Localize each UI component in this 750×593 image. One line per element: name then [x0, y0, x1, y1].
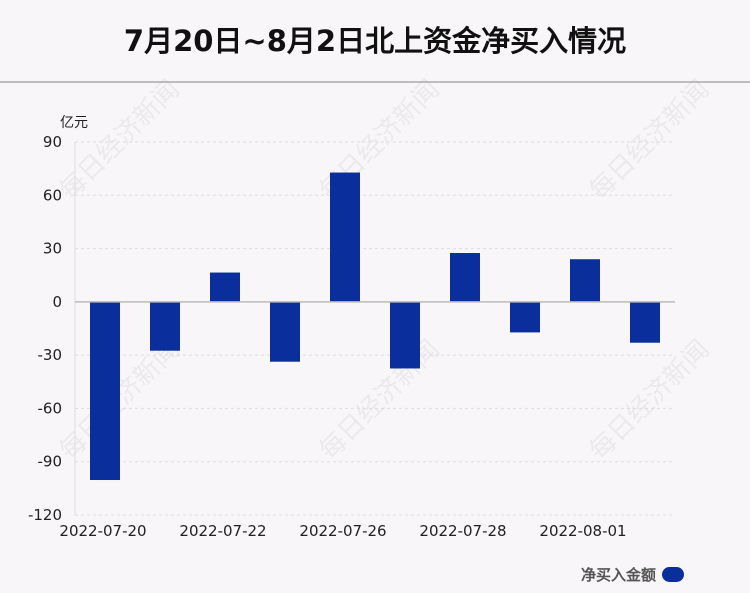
title-divider [0, 81, 750, 83]
y-tick-label: 0 [52, 293, 62, 311]
y-tick-label: 90 [43, 133, 62, 151]
legend-label: 净买入金额 [580, 566, 656, 584]
legend-swatch [662, 567, 684, 582]
bar [210, 272, 240, 302]
bar [390, 301, 420, 369]
x-tick-label: 2022-08-01 [539, 522, 626, 540]
y-tick-label: 60 [43, 186, 62, 204]
bar [450, 253, 480, 302]
x-tick-label: 2022-07-28 [419, 522, 506, 540]
y-tick-label: -120 [28, 506, 62, 524]
bar [630, 301, 660, 343]
chart-title: 7月20日~8月2日北上资金净买入情况 [123, 24, 627, 58]
bar [570, 259, 600, 302]
x-tick-label: 2022-07-26 [299, 522, 386, 540]
y-tick-label: -30 [38, 346, 63, 364]
bar [150, 301, 180, 351]
bar [90, 301, 120, 481]
y-axis-unit: 亿元 [60, 115, 88, 131]
bar [510, 301, 540, 333]
bar [330, 172, 360, 302]
y-tick-label: 30 [43, 240, 62, 258]
y-tick-label: -60 [38, 399, 63, 417]
bar [270, 301, 300, 362]
y-tick-label: -90 [38, 453, 63, 471]
x-tick-label: 2022-07-22 [179, 522, 266, 540]
legend: 净买入金额 [581, 564, 684, 585]
x-tick-label: 2022-07-20 [59, 522, 146, 540]
